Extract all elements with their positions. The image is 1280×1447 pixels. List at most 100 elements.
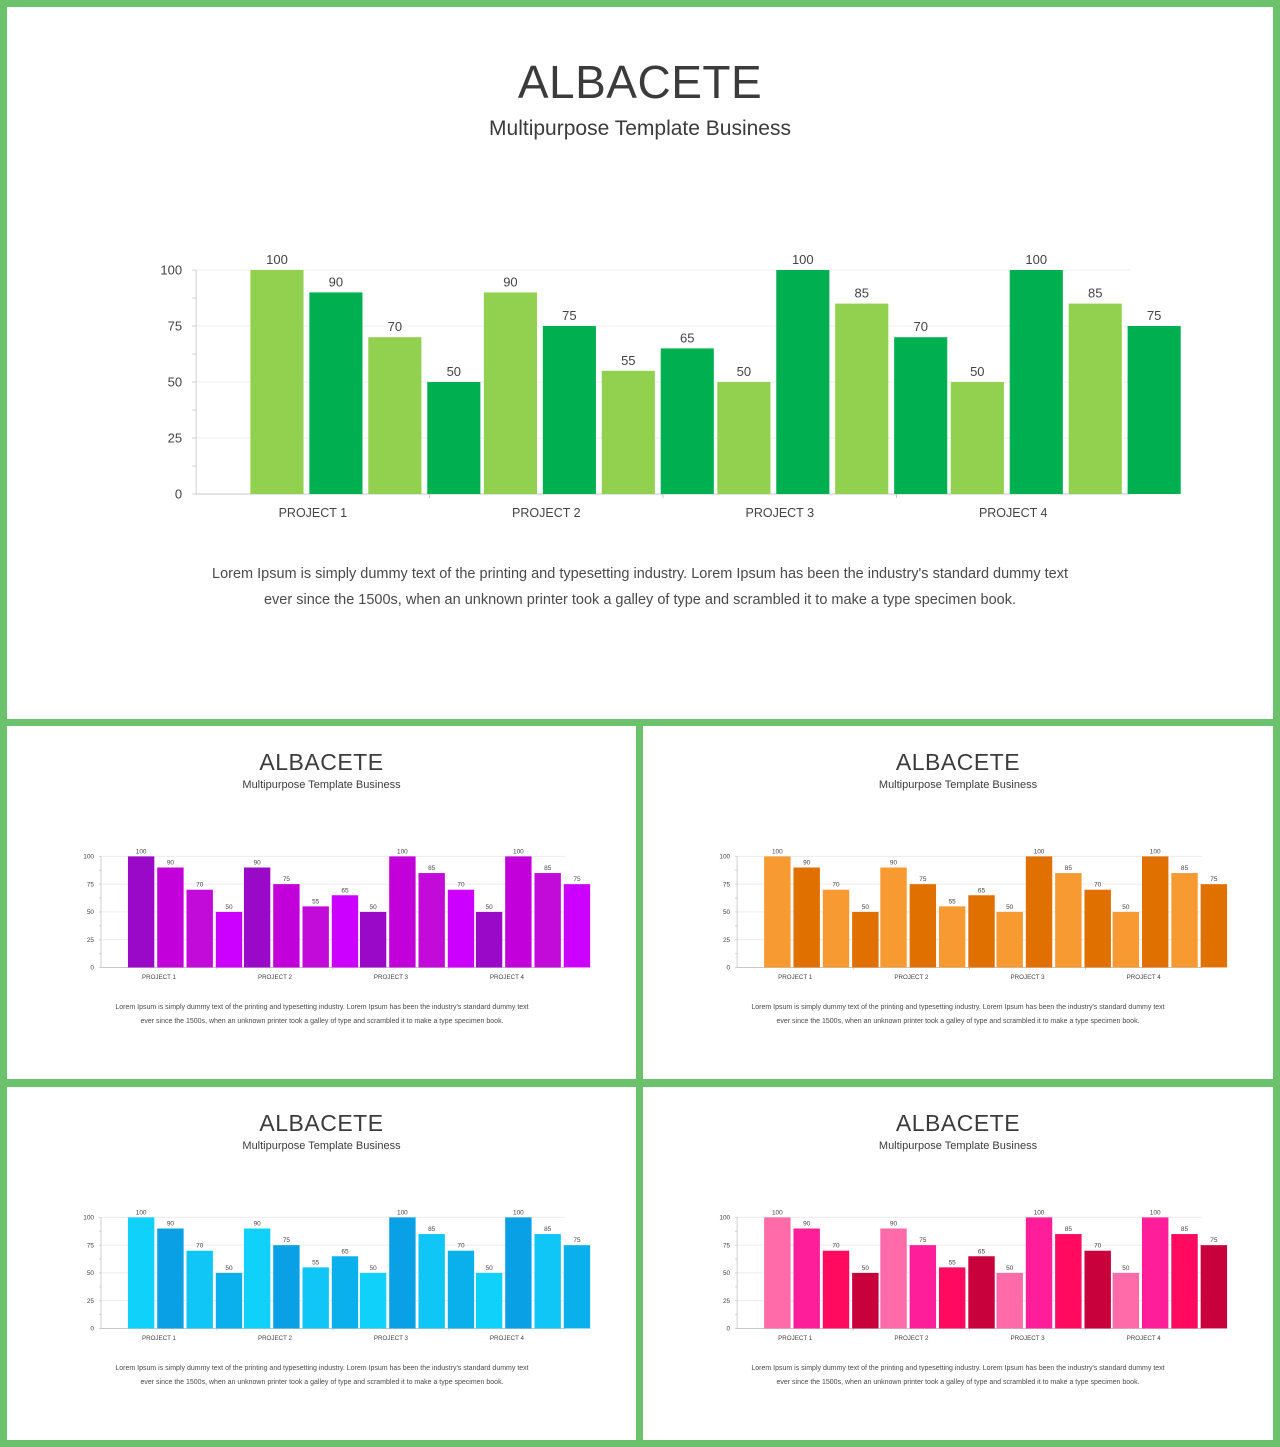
body-text-line: ever since the 1500s, when an unknown pr… bbox=[263, 592, 1017, 608]
bar bbox=[894, 337, 948, 495]
bar bbox=[534, 873, 561, 968]
data-label: 85 bbox=[1065, 865, 1073, 872]
y-tick-label: 75 bbox=[87, 1242, 95, 1249]
y-tick-label: 50 bbox=[87, 909, 95, 916]
y-tick-label: 50 bbox=[723, 909, 731, 916]
y-tick-label: 25 bbox=[723, 937, 731, 944]
data-label: 75 bbox=[919, 1237, 927, 1244]
x-tick-label: PROJECT 2 bbox=[258, 1335, 293, 1342]
y-tick-label: 0 bbox=[727, 965, 731, 972]
bar bbox=[483, 292, 537, 495]
data-label: 100 bbox=[1025, 252, 1047, 267]
data-label: 85 bbox=[428, 1226, 436, 1233]
x-tick-label: PROJECT 4 bbox=[490, 1335, 525, 1342]
x-tick-label: PROJECT 4 bbox=[1127, 974, 1162, 981]
slide-title: ALBACETE bbox=[259, 749, 384, 775]
x-tick-label: PROJECT 1 bbox=[142, 974, 177, 981]
data-label: 75 bbox=[562, 308, 576, 323]
bar bbox=[505, 1217, 532, 1329]
bar-chart: 0 25 50 75 100 100 90 70 50 PROJECT 1 90 75 55 65 PROJ… bbox=[83, 1209, 591, 1342]
bar bbox=[309, 292, 363, 495]
data-label: 50 bbox=[447, 364, 461, 379]
body-text-line: Lorem Ipsum is simply dummy text of the … bbox=[115, 1365, 529, 1372]
x-tick-label: PROJECT 1 bbox=[778, 1335, 813, 1342]
bar bbox=[1200, 1245, 1228, 1329]
bar bbox=[302, 906, 329, 968]
bar bbox=[1025, 1217, 1053, 1329]
x-tick-label: PROJECT 3 bbox=[1010, 974, 1045, 981]
y-tick-label: 100 bbox=[719, 854, 730, 861]
slide-subtitle: Multipurpose Template Business bbox=[242, 779, 401, 791]
data-label: 90 bbox=[254, 860, 262, 867]
data-label: 90 bbox=[890, 860, 898, 867]
data-label: 70 bbox=[832, 882, 840, 889]
bar bbox=[968, 1256, 995, 1329]
data-label: 65 bbox=[978, 1248, 986, 1255]
y-tick-label: 0 bbox=[727, 1326, 731, 1333]
y-tick-label: 25 bbox=[87, 1298, 95, 1305]
bar bbox=[1200, 884, 1228, 968]
y-tick-label: 0 bbox=[90, 1326, 94, 1333]
bar bbox=[1141, 1217, 1169, 1329]
y-tick-label: 75 bbox=[168, 319, 182, 334]
data-label: 75 bbox=[1210, 1237, 1218, 1244]
bar bbox=[852, 1272, 879, 1329]
bar bbox=[835, 303, 889, 495]
data-label: 85 bbox=[428, 865, 436, 872]
bar bbox=[447, 1250, 475, 1329]
slide-subtitle: Multipurpose Template Business bbox=[878, 1140, 1038, 1152]
body-text: Lorem Ipsum is simply dummy text of the … bbox=[67, 1001, 577, 1029]
bar bbox=[1009, 270, 1063, 495]
y-tick-label: 25 bbox=[87, 937, 95, 944]
slide-title: ALBACETE bbox=[895, 749, 1021, 775]
slide-subtitle: Multipurpose Template Business bbox=[878, 779, 1038, 791]
bar bbox=[243, 1228, 271, 1329]
data-label: 100 bbox=[1150, 1209, 1161, 1216]
slide-main: ALBACETE Multipurpose Template Business … bbox=[7, 7, 1273, 719]
data-label: 75 bbox=[283, 1237, 291, 1244]
data-label: 75 bbox=[573, 876, 581, 883]
bar bbox=[389, 856, 416, 968]
data-label: 70 bbox=[1094, 1243, 1102, 1250]
bar bbox=[359, 1272, 387, 1329]
bar bbox=[368, 337, 422, 495]
bar bbox=[822, 1250, 850, 1329]
data-label: 85 bbox=[1065, 1226, 1073, 1233]
bar bbox=[273, 884, 300, 968]
data-label: 100 bbox=[1150, 848, 1161, 855]
data-label: 85 bbox=[855, 286, 869, 301]
x-tick-label: PROJECT 2 bbox=[258, 974, 293, 981]
slide-title: ALBACETE bbox=[259, 1110, 384, 1136]
data-label: 90 bbox=[803, 860, 811, 867]
data-label: 50 bbox=[862, 1265, 870, 1272]
data-label: 50 bbox=[370, 1265, 378, 1272]
body-text: Lorem Ipsum is simply dummy text of the … bbox=[703, 1362, 1213, 1390]
data-label: 100 bbox=[1034, 848, 1045, 855]
data-label: 100 bbox=[772, 848, 783, 855]
data-label: 75 bbox=[1147, 308, 1161, 323]
data-label: 65 bbox=[680, 330, 694, 345]
bar bbox=[1171, 1234, 1198, 1329]
data-label: 85 bbox=[544, 865, 552, 872]
bar bbox=[909, 884, 937, 968]
data-label: 70 bbox=[1094, 882, 1102, 889]
data-label: 75 bbox=[283, 876, 291, 883]
bar bbox=[215, 1272, 243, 1329]
data-label: 50 bbox=[486, 904, 494, 911]
bar bbox=[1084, 889, 1111, 968]
bar-chart: 0 25 50 75 100 100 90 70 50 PROJECT 1 90 75 55 65 PROJ… bbox=[719, 1209, 1228, 1342]
data-label: 100 bbox=[772, 1209, 783, 1216]
data-label: 50 bbox=[737, 364, 751, 379]
bar bbox=[793, 1228, 820, 1329]
bar bbox=[157, 867, 184, 968]
y-tick-label: 100 bbox=[719, 1215, 730, 1222]
bar bbox=[938, 1267, 966, 1329]
data-label: 100 bbox=[136, 848, 147, 855]
data-label: 70 bbox=[457, 1243, 465, 1250]
slide-pink: ALBACETE Multipurpose Template Business … bbox=[643, 1087, 1273, 1440]
x-tick-label: PROJECT 2 bbox=[894, 1335, 929, 1342]
bar bbox=[243, 867, 271, 968]
y-tick-label: 75 bbox=[723, 1242, 731, 1249]
bar bbox=[1055, 873, 1082, 968]
data-label: 85 bbox=[1088, 286, 1102, 301]
